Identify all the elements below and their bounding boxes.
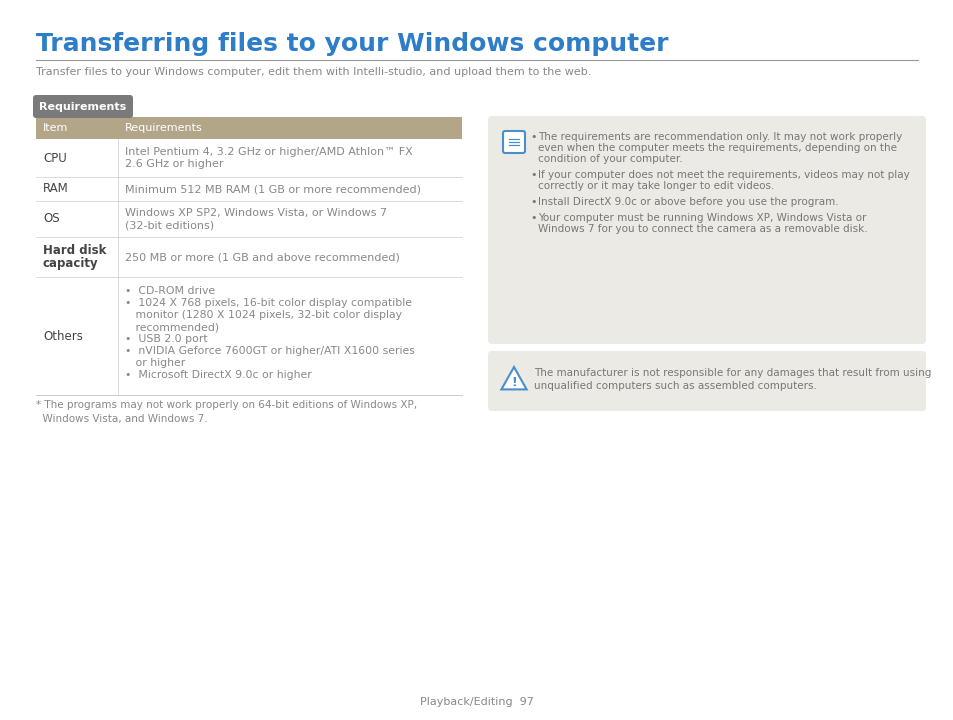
Text: or higher: or higher <box>125 358 185 368</box>
Text: If your computer does not meet the requirements, videos may not play: If your computer does not meet the requi… <box>537 170 909 180</box>
Text: •  1024 X 768 pixels, 16-bit color display compatible: • 1024 X 768 pixels, 16-bit color displa… <box>125 298 412 308</box>
Text: •  USB 2.0 port: • USB 2.0 port <box>125 334 208 344</box>
Text: condition of your computer.: condition of your computer. <box>537 154 682 164</box>
Text: CPU: CPU <box>43 151 67 164</box>
FancyBboxPatch shape <box>33 95 132 118</box>
Text: The requirements are recommendation only. It may not work properly: The requirements are recommendation only… <box>537 132 902 142</box>
Bar <box>36 237 461 277</box>
Text: (32-bit editions): (32-bit editions) <box>125 220 213 230</box>
Bar <box>36 117 461 139</box>
Text: Windows XP SP2, Windows Vista, or Windows 7: Windows XP SP2, Windows Vista, or Window… <box>125 208 387 218</box>
Polygon shape <box>501 367 526 390</box>
Text: The manufacturer is not responsible for any damages that result from using: The manufacturer is not responsible for … <box>534 368 930 378</box>
Text: •: • <box>530 132 536 142</box>
Text: * The programs may not work properly on 64-bit editions of Windows XP,
  Windows: * The programs may not work properly on … <box>36 400 416 424</box>
Text: Transferring files to your Windows computer: Transferring files to your Windows compu… <box>36 32 668 56</box>
FancyBboxPatch shape <box>488 351 925 411</box>
Text: Minimum 512 MB RAM (1 GB or more recommended): Minimum 512 MB RAM (1 GB or more recomme… <box>125 184 420 194</box>
Text: even when the computer meets the requirements, depending on the: even when the computer meets the require… <box>537 143 896 153</box>
Text: Item: Item <box>43 123 69 133</box>
Text: recommended): recommended) <box>125 322 219 332</box>
Text: correctly or it may take longer to edit videos.: correctly or it may take longer to edit … <box>537 181 774 191</box>
Text: 250 MB or more (1 GB and above recommended): 250 MB or more (1 GB and above recommend… <box>125 252 399 262</box>
Text: •  Microsoft DirectX 9.0c or higher: • Microsoft DirectX 9.0c or higher <box>125 370 312 380</box>
Text: Your computer must be running Windows XP, Windows Vista or: Your computer must be running Windows XP… <box>537 213 865 223</box>
Text: Others: Others <box>43 330 83 343</box>
Text: Install DirectX 9.0c or above before you use the program.: Install DirectX 9.0c or above before you… <box>537 197 838 207</box>
Text: •: • <box>530 213 536 223</box>
Text: Requirements: Requirements <box>125 123 203 133</box>
Bar <box>36 139 461 177</box>
Text: capacity: capacity <box>43 256 98 269</box>
Bar <box>36 177 461 201</box>
Text: monitor (1280 X 1024 pixels, 32-bit color display: monitor (1280 X 1024 pixels, 32-bit colo… <box>125 310 401 320</box>
Bar <box>36 277 461 395</box>
FancyBboxPatch shape <box>488 116 925 344</box>
FancyBboxPatch shape <box>502 131 524 153</box>
Text: Intel Pentium 4, 3.2 GHz or higher/AMD Athlon™ FX: Intel Pentium 4, 3.2 GHz or higher/AMD A… <box>125 147 413 157</box>
Text: Windows 7 for you to connect the camera as a removable disk.: Windows 7 for you to connect the camera … <box>537 224 866 234</box>
Text: !: ! <box>511 376 517 389</box>
Text: •  nVIDIA Geforce 7600GT or higher/ATI X1600 series: • nVIDIA Geforce 7600GT or higher/ATI X1… <box>125 346 415 356</box>
Text: Playback/Editing  97: Playback/Editing 97 <box>419 697 534 707</box>
Text: Requirements: Requirements <box>39 102 127 112</box>
Text: OS: OS <box>43 212 59 225</box>
Text: unqualified computers such as assembled computers.: unqualified computers such as assembled … <box>534 381 816 391</box>
Bar <box>36 201 461 237</box>
Text: •  CD-ROM drive: • CD-ROM drive <box>125 286 214 296</box>
Text: •: • <box>530 170 536 180</box>
Text: Transfer files to your Windows computer, edit them with Intelli-studio, and uplo: Transfer files to your Windows computer,… <box>36 67 591 77</box>
Text: RAM: RAM <box>43 182 69 196</box>
Text: •: • <box>530 197 536 207</box>
Text: Hard disk: Hard disk <box>43 245 107 258</box>
Text: 2.6 GHz or higher: 2.6 GHz or higher <box>125 159 223 169</box>
